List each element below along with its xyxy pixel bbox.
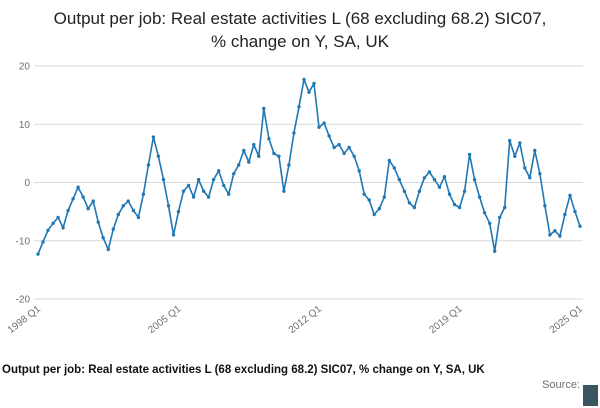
svg-text:0: 0: [24, 178, 30, 189]
source-label: Source:: [542, 379, 580, 391]
chart-title: Output per job: Real estate activities L…: [53, 9, 547, 51]
svg-text:20: 20: [19, 61, 31, 72]
svg-text:10: 10: [19, 120, 31, 131]
footer-caption: Output per job: Real estate activities L…: [2, 364, 485, 376]
svg-text:2005 Q1: 2005 Q1: [146, 303, 183, 336]
svg-text:-10: -10: [16, 236, 31, 247]
svg-text:1998 Q1: 1998 Q1: [6, 303, 43, 336]
svg-text:2025 Q1: 2025 Q1: [548, 303, 585, 336]
footer: Output per job: Real estate activities L…: [0, 364, 600, 408]
svg-text:2012 Q1: 2012 Q1: [287, 303, 324, 336]
footer-logo-square: [583, 385, 598, 406]
svg-text:2019 Q1: 2019 Q1: [427, 303, 464, 336]
svg-text:-20: -20: [16, 294, 31, 305]
